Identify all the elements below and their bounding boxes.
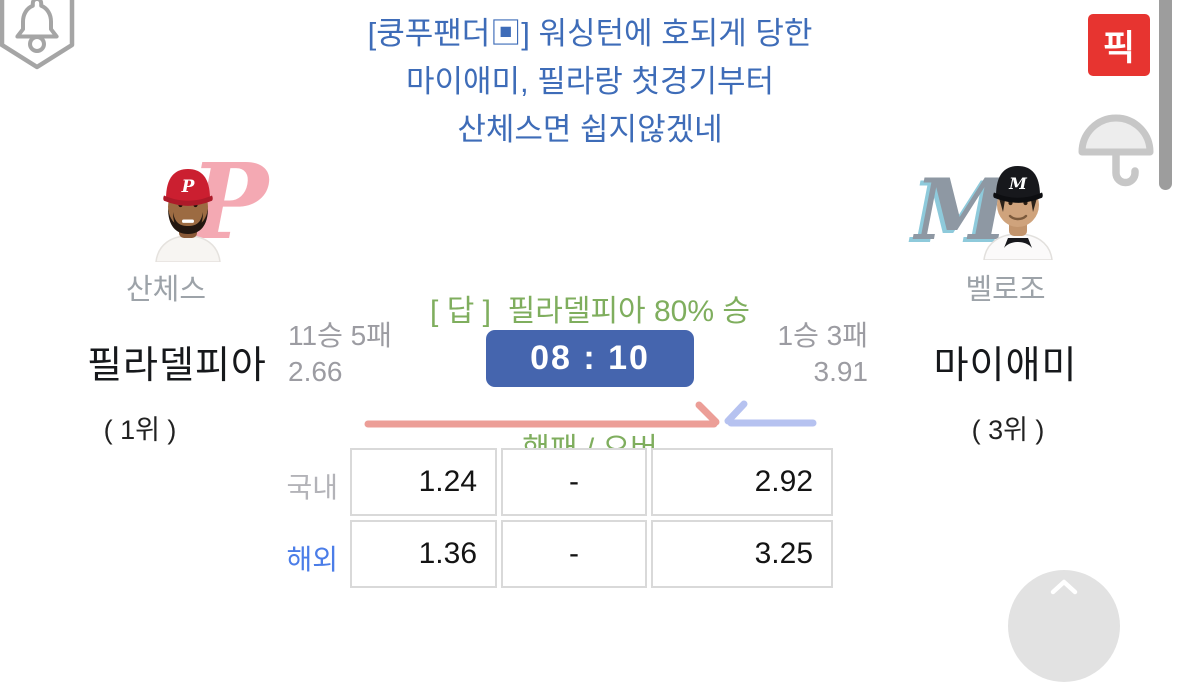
home-pitcher-name: 산체스 <box>125 274 207 306</box>
away-era: 3.91 <box>813 356 869 387</box>
odds-cell: 3.25 <box>651 520 833 588</box>
home-era: 2.66 <box>288 356 343 387</box>
post-title-line: 산체스면 쉽지않겠네 <box>457 112 723 147</box>
odds-cell: 1.36 <box>350 520 497 588</box>
away-record: 1승 3패 3.91 <box>688 318 868 390</box>
umbrella-icon <box>1078 114 1154 187</box>
odds-cell: - <box>501 520 647 588</box>
pick-answer-line1: [ 답 ] 필라델피아 80% 승 <box>430 295 750 328</box>
away-pitcher-avatar: M <box>983 166 1053 260</box>
home-cap-letter: P <box>181 177 196 197</box>
scrollbar[interactable] <box>1159 0 1172 190</box>
odds-row-label-overseas: 해외 <box>286 544 338 575</box>
odds-table: 1.24 - 2.92 1.36 - 3.25 <box>350 448 833 588</box>
odds-cell: 2.92 <box>651 448 833 516</box>
home-pitcher-avatar: P <box>155 169 221 262</box>
pick-badge: 픽 <box>1088 14 1150 76</box>
score-box: 08 : 10 <box>486 330 694 387</box>
odds-row-label-domestic: 국내 <box>286 472 338 503</box>
post-title-line: [쿵푸팬더▣] 워싱턴에 호되게 당한 <box>367 16 813 51</box>
post-title: [쿵푸팬더▣] 워싱턴에 호되게 당한 마이애미, 필라랑 첫경기부터 산체스면… <box>240 10 940 154</box>
odds-cell: 1.24 <box>350 448 497 516</box>
home-team-name: 필라델피아 <box>87 345 267 387</box>
away-team-rank: ( 3위 ) <box>971 415 1045 445</box>
home-team-rank: ( 1위 ) <box>103 415 177 445</box>
marlins-logo-accent: M <box>911 163 1004 262</box>
chevron-up-icon <box>1050 579 1078 595</box>
away-cap-letter: M <box>1008 174 1028 193</box>
home-record: 11승 5패 2.66 <box>288 318 392 390</box>
scroll-top-button[interactable] <box>1008 570 1120 682</box>
bell-icon <box>15 0 59 39</box>
away-win-loss: 1승 3패 <box>777 320 868 351</box>
home-win-loss: 11승 5패 <box>288 320 392 351</box>
post-title-line: 마이애미, 필라랑 첫경기부터 <box>405 64 775 99</box>
bell-badge-icon[interactable] <box>0 0 80 84</box>
away-pitcher-name: 벨로조 <box>965 274 1046 306</box>
away-team-name: 마이애미 <box>933 345 1078 387</box>
marlins-logo-letter: M <box>915 160 1008 259</box>
bell-clapper <box>28 35 46 53</box>
odds-cell: - <box>501 448 647 516</box>
